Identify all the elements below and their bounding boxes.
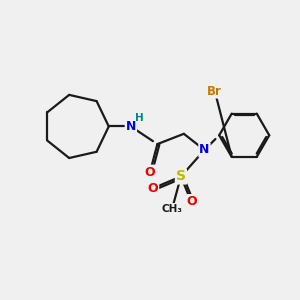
Text: S: S: [176, 169, 186, 184]
Text: Br: Br: [207, 85, 222, 98]
Text: N: N: [126, 120, 136, 133]
Text: O: O: [148, 182, 158, 195]
Text: N: N: [199, 143, 210, 157]
Text: O: O: [145, 166, 155, 178]
Text: H: H: [135, 113, 143, 123]
Text: O: O: [186, 195, 196, 208]
Text: CH₃: CH₃: [162, 204, 183, 214]
